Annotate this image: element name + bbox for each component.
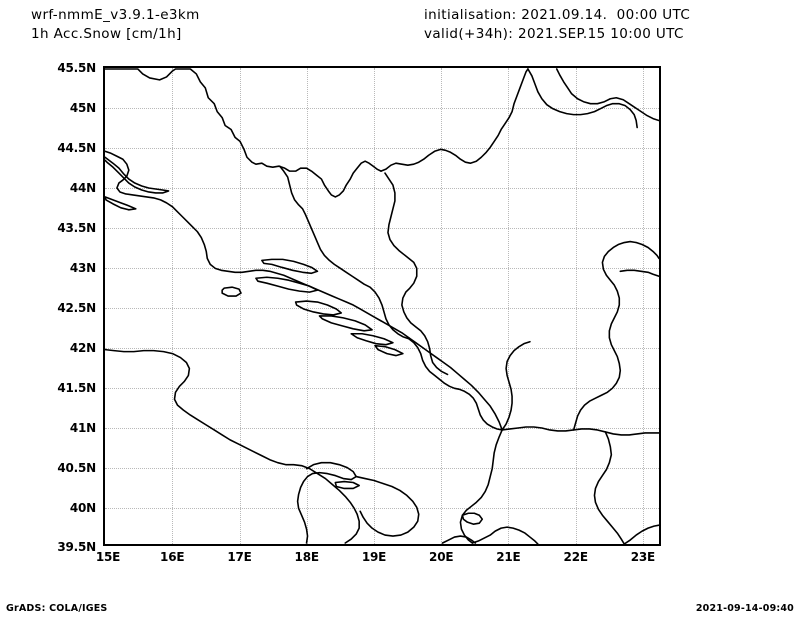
montenegro-coast-path <box>408 336 503 431</box>
valid-time-label: valid(+34h): 2021.SEP.15 10:00 UTC <box>424 26 684 42</box>
y-axis-tick-label: 39.5N <box>57 540 96 554</box>
y-axis-tick-label: 41N <box>69 421 96 435</box>
gridline-vertical <box>239 68 242 544</box>
generation-timestamp-label: 2021-09-14-09:40 <box>695 603 794 614</box>
gridline-horizontal <box>105 268 659 270</box>
lake-skadar-path <box>461 512 484 525</box>
kosovo-border-path <box>501 340 531 431</box>
grads-credit-label: GrADS: COLA/IGES <box>6 603 108 614</box>
romania-border-path <box>555 68 659 122</box>
y-axis-tick-label: 40.5N <box>57 461 96 475</box>
gridline-horizontal <box>105 468 659 470</box>
gridline-vertical <box>642 68 645 544</box>
field-label: 1h Acc.Snow [cm/1h] <box>31 26 182 42</box>
gridline-horizontal <box>105 388 659 390</box>
gridline-horizontal <box>105 508 659 510</box>
gridline-horizontal <box>105 428 659 430</box>
y-axis-tick-label: 44.5N <box>57 141 96 155</box>
montenegro-border-path <box>408 337 503 431</box>
x-axis-tick-label: 17E <box>227 550 252 564</box>
island-mljet-path <box>374 344 404 357</box>
x-axis-tick-label: 15E <box>95 550 121 564</box>
gridline-vertical <box>441 68 443 544</box>
greece-coast-path <box>441 535 477 544</box>
gridline-horizontal <box>105 228 659 230</box>
italy-coastline-path <box>105 348 360 544</box>
island-krk-path <box>105 196 137 211</box>
gridline-vertical <box>575 68 578 544</box>
gridline-vertical <box>508 68 510 544</box>
istria-peninsula-path <box>105 156 170 194</box>
x-axis-tick-label: 16E <box>160 550 185 564</box>
x-axis-tick-label: 20E <box>429 550 454 564</box>
danube-bulgaria-border-path <box>619 269 659 278</box>
x-axis-tick-label: 18E <box>294 550 319 564</box>
greece-bulgaria-border-path <box>623 524 659 544</box>
adriatic-coastline-path <box>105 150 410 339</box>
island-korcula-path <box>350 332 394 346</box>
island-vis-path <box>221 286 242 297</box>
gridline-horizontal <box>105 348 659 350</box>
apulia-coast-path <box>355 475 420 537</box>
initialisation-time-label: initialisation: 2021.09.14. 00:00 UTC <box>424 7 691 23</box>
bulgaria-west-border-path <box>572 240 659 431</box>
gridline-vertical <box>306 68 309 544</box>
gridline-horizontal <box>105 108 659 110</box>
y-axis-tick-label: 44N <box>69 181 96 195</box>
macedonia-border-path <box>501 426 659 436</box>
gridline-horizontal <box>105 148 659 150</box>
model-name-label: wrf-nmmE_v3.9.1-e3km <box>31 7 200 23</box>
y-axis-tick-label: 43.5N <box>57 221 96 235</box>
island-hvar-path <box>318 315 373 332</box>
bosnia-north-border-path <box>278 165 410 340</box>
island-pasman-path <box>255 276 319 293</box>
x-axis-tick-label: 23E <box>630 550 656 564</box>
x-axis-tick-label: 19E <box>361 550 387 564</box>
header-right-block: initialisation: 2021.09.14. 00:00 UTC va… <box>424 6 794 44</box>
map-plot-frame: 45.5N 45N 44.5N 44N 43.5N 43N 42.5N 42N … <box>57 61 661 564</box>
y-axis-tick-label: 40N <box>69 501 96 515</box>
iron-gates-border-path <box>527 68 638 129</box>
albania-greece-border-path <box>471 526 539 544</box>
lesina-lagoon-path <box>334 480 360 490</box>
map-plot-inner <box>105 68 659 544</box>
gridline-vertical <box>172 68 174 544</box>
northern-border-path <box>105 68 382 198</box>
greece-macedonia-border-path <box>593 431 626 544</box>
gridline-horizontal <box>105 188 659 190</box>
y-axis-tick-label: 42N <box>69 341 96 355</box>
header-left-block: wrf-nmmE_v3.9.1-e3km 1h Acc.Snow [cm/1h] <box>31 6 361 44</box>
y-axis-tick-label: 45.5N <box>57 61 96 75</box>
x-axis-tick-label: 21E <box>496 550 521 564</box>
danube-north-border-path <box>380 68 529 172</box>
gargano-peninsula-path <box>296 461 357 544</box>
coastline-border-overlay <box>105 68 659 544</box>
island-dugi-otok-path <box>261 258 319 275</box>
y-axis-tick-label: 45N <box>69 101 96 115</box>
y-axis-tick-label: 41.5N <box>57 381 96 395</box>
drina-border-path <box>384 172 449 376</box>
y-axis-tick-label: 43N <box>69 261 96 275</box>
island-brac-path <box>294 300 343 316</box>
y-axis-tick-label: 42.5N <box>57 301 96 315</box>
x-axis-tick-label: 22E <box>563 550 588 564</box>
gridline-vertical <box>374 68 376 544</box>
albania-west-coast-path <box>459 429 503 544</box>
gridline-horizontal <box>105 308 659 310</box>
